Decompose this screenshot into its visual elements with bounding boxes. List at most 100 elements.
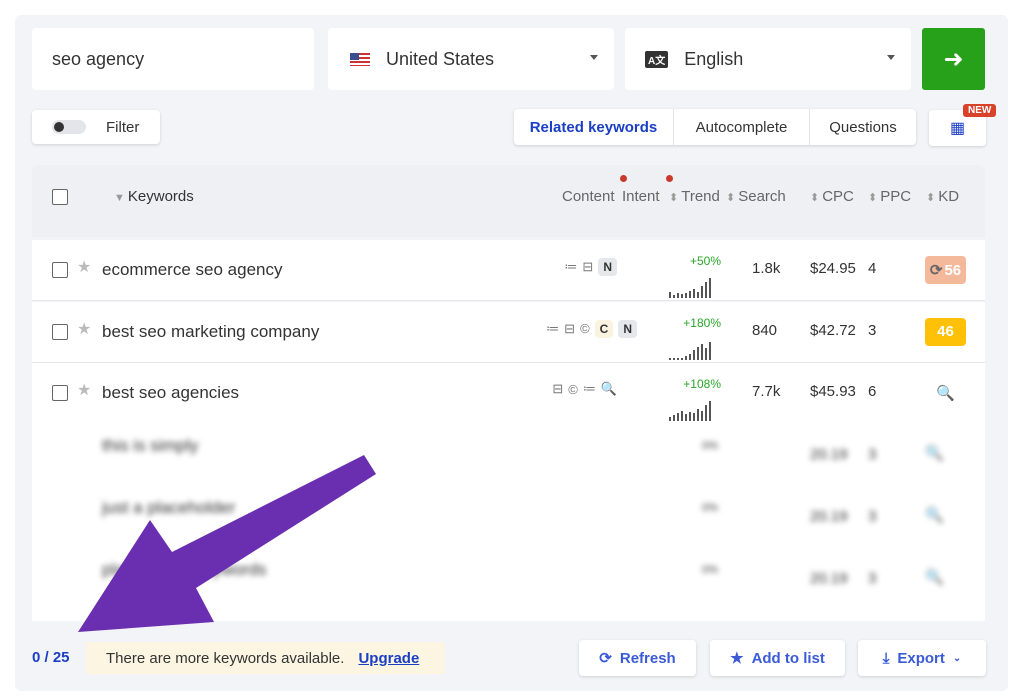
- trend-bar: [705, 282, 707, 298]
- trend-bar: [709, 278, 711, 298]
- intent-badge: N: [618, 319, 637, 338]
- refresh-button[interactable]: ⟳ Refresh: [579, 640, 696, 676]
- export-button[interactable]: ⤓ Export ⌄: [858, 640, 986, 676]
- table-row: ★ ecommerce seo agency ≔ ⊟ N +50% 1.8k $24…: [32, 240, 985, 301]
- toggle-switch[interactable]: [52, 120, 86, 134]
- column-intent: Intent: [622, 188, 660, 205]
- new-badge: NEW: [963, 104, 997, 117]
- search-volume: 1.8k: [752, 260, 781, 277]
- trend-percent: +180%: [683, 315, 721, 330]
- search-volume: 840: [752, 321, 778, 339]
- content-type-icon: ⊟: [552, 381, 564, 396]
- trend-bar: [705, 405, 707, 421]
- search-submit-button[interactable]: ➜: [922, 28, 985, 90]
- column-kd[interactable]: ⬍ KD: [926, 188, 959, 205]
- chevron-down-icon: [590, 55, 598, 60]
- content-intent-icons: ⊟ © ≔ 🔍: [552, 381, 617, 397]
- country-value: United States: [386, 48, 495, 69]
- trend-bar: [681, 357, 683, 360]
- trend-sparkline: [669, 399, 711, 421]
- trend-bar: [693, 413, 695, 421]
- row-checkbox[interactable]: [52, 262, 68, 278]
- select-all-checkbox[interactable]: [52, 189, 68, 205]
- search-icon: 🔍: [936, 385, 955, 402]
- trend-percent: 0%: [702, 440, 718, 452]
- content-type-icon: ≔: [564, 259, 578, 274]
- table-header: [32, 165, 985, 237]
- language-select[interactable]: A文 English: [625, 28, 911, 90]
- row-checkbox[interactable]: [52, 385, 68, 401]
- content-type-icon: 🔍: [600, 381, 617, 396]
- keyword-tabs: Related keywords Autocomplete Questions: [514, 109, 916, 145]
- caret-down-icon: ▼: [114, 192, 125, 204]
- keyword-text: this is simply: [102, 436, 199, 455]
- column-keywords-label: Keywords: [127, 188, 194, 205]
- tab-questions[interactable]: Questions: [829, 118, 897, 136]
- search-icon: 🔍: [925, 507, 944, 524]
- kd-check-button[interactable]: 🔍: [925, 379, 966, 407]
- kd-badge: ⟳ 56: [925, 256, 966, 284]
- refresh-icon: ⟳: [929, 262, 943, 279]
- arrow-right-icon: ➜: [943, 45, 964, 73]
- keyword-text[interactable]: best seo agencies: [102, 383, 240, 402]
- trend-bar: [709, 401, 711, 421]
- search-icon: 🔍: [925, 569, 944, 586]
- sort-icon: ⬍: [726, 192, 736, 204]
- locked-row: this is simply 0% 20.19 3 🔍: [32, 430, 985, 491]
- trend-bar: [685, 293, 687, 298]
- intent-badge: N: [598, 258, 617, 276]
- trend-bar: [677, 293, 679, 298]
- search-icon: 🔍: [925, 445, 944, 462]
- add-to-list-button[interactable]: ★ Add to list: [710, 640, 845, 676]
- trend-sparkline: [669, 338, 711, 360]
- trend-bar: [697, 346, 699, 360]
- cpc-value: 20.19: [810, 570, 848, 587]
- arrow-shape: [78, 455, 376, 632]
- upgrade-link[interactable]: Upgrade: [358, 649, 420, 667]
- keyword-search-input[interactable]: seo agency: [32, 28, 314, 90]
- sort-icon: ⬍: [669, 192, 679, 204]
- sort-icon: ⬍: [868, 192, 878, 204]
- ppc-value: 3: [868, 508, 877, 525]
- trend-bar: [693, 349, 695, 360]
- notice-text: There are more keywords available.: [106, 649, 345, 667]
- trend-bar: [673, 295, 675, 298]
- star-icon[interactable]: ★: [77, 382, 92, 399]
- refresh-label: Refresh: [619, 649, 676, 667]
- chevron-down-icon: [887, 55, 895, 60]
- trend-bar: [673, 357, 675, 360]
- column-cpc[interactable]: ⬍ CPC: [810, 188, 854, 205]
- filter-toggle[interactable]: Filter: [32, 110, 160, 144]
- keyword-text[interactable]: ecommerce seo agency: [102, 260, 283, 279]
- tab-related-keywords[interactable]: Related keywords: [514, 109, 674, 145]
- table-row: ★ best seo marketing company ≔ ⊟ © C N +180%…: [32, 301, 985, 363]
- language-value: English: [684, 48, 744, 69]
- translate-icon: A文: [645, 50, 669, 68]
- cpc-value: $42.72: [810, 321, 856, 339]
- trend-bar: [685, 414, 687, 421]
- filter-label: Filter: [106, 118, 140, 136]
- table-columns-icon: ▦: [949, 120, 966, 137]
- tab-autocomplete[interactable]: Autocomplete: [674, 109, 810, 145]
- column-search[interactable]: ⬍ Search: [726, 188, 786, 205]
- keyword-text[interactable]: best seo marketing company: [102, 321, 320, 341]
- column-trend[interactable]: ⬍ Trend: [669, 188, 720, 205]
- content-type-icon: ≔: [582, 381, 596, 396]
- content-intent-icons: ≔ ⊟ © C N: [546, 319, 637, 338]
- chevron-down-icon: ⌄: [952, 652, 962, 664]
- column-keywords[interactable]: ▼ Keywords: [114, 188, 194, 205]
- column-ppc[interactable]: ⬍ PPC: [868, 188, 911, 205]
- cpc-value: 20.19: [810, 446, 848, 463]
- refresh-icon: ⟳: [599, 650, 612, 667]
- trend-bar: [697, 292, 699, 298]
- ppc-value: 6: [868, 383, 877, 400]
- cpc-value: $45.93: [810, 383, 856, 400]
- trend-bar: [709, 341, 711, 360]
- trend-bar: [685, 355, 687, 360]
- star-icon[interactable]: ★: [77, 259, 92, 276]
- trend-bar: [701, 286, 703, 298]
- country-select[interactable]: United States: [328, 28, 614, 90]
- star-icon[interactable]: ★: [77, 320, 92, 338]
- row-checkbox[interactable]: [52, 323, 68, 340]
